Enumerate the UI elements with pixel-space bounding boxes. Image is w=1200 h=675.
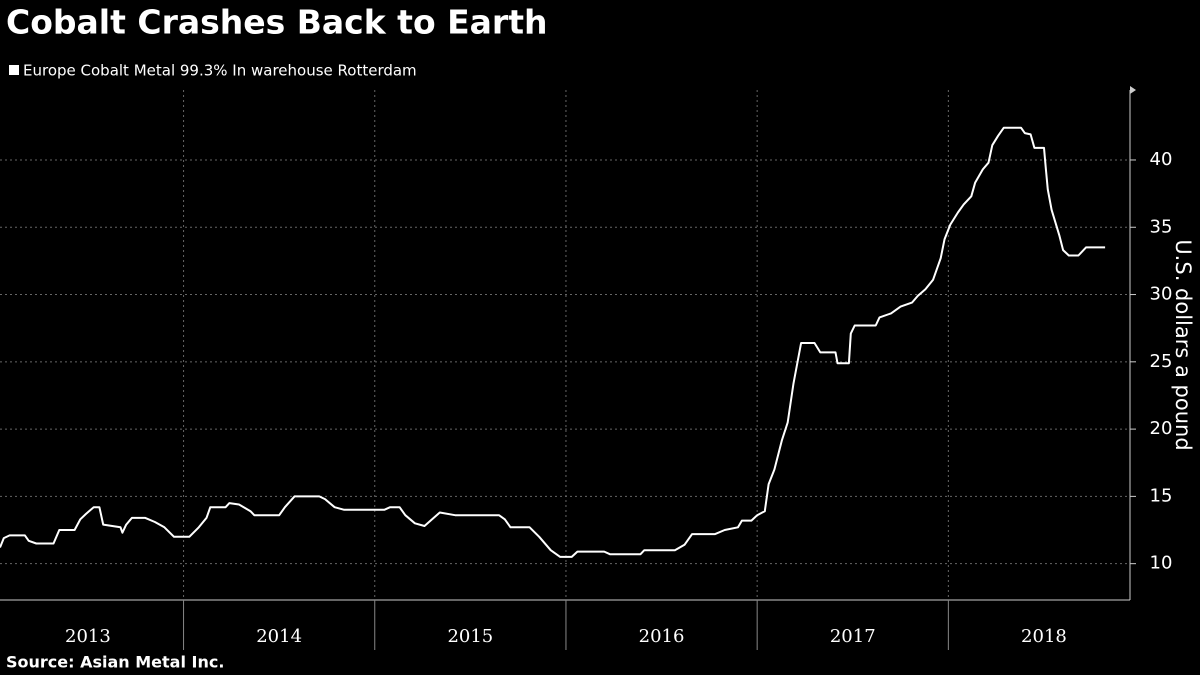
y-axis-arrow xyxy=(1130,86,1136,94)
y-tick-label: 15 xyxy=(1150,485,1173,506)
source: Source: Asian Metal Inc. xyxy=(6,653,224,672)
data-line xyxy=(0,126,1106,558)
y-tick-label: 35 xyxy=(1150,216,1173,237)
x-tick-label: 2017 xyxy=(830,626,876,647)
y-axis-label: U.S. dollars a pound xyxy=(1171,239,1195,450)
x-tick-label: 2013 xyxy=(65,626,111,647)
y-tick-label: 25 xyxy=(1150,351,1173,372)
y-tick-label: 30 xyxy=(1150,284,1173,305)
x-tick-label: 2016 xyxy=(639,626,685,647)
y-tick-label: 40 xyxy=(1150,149,1173,170)
y-tick-label: 20 xyxy=(1150,418,1173,439)
chart-title: Cobalt Crashes Back to Earth xyxy=(6,3,547,42)
x-tick-label: 2018 xyxy=(1021,626,1067,647)
legend-label: Europe Cobalt Metal 99.3% In warehouse R… xyxy=(23,62,417,80)
x-tick-label: 2014 xyxy=(256,626,302,647)
x-tick-label: 2015 xyxy=(447,626,493,647)
legend-swatch xyxy=(9,65,19,75)
y-tick-label: 10 xyxy=(1150,553,1173,574)
